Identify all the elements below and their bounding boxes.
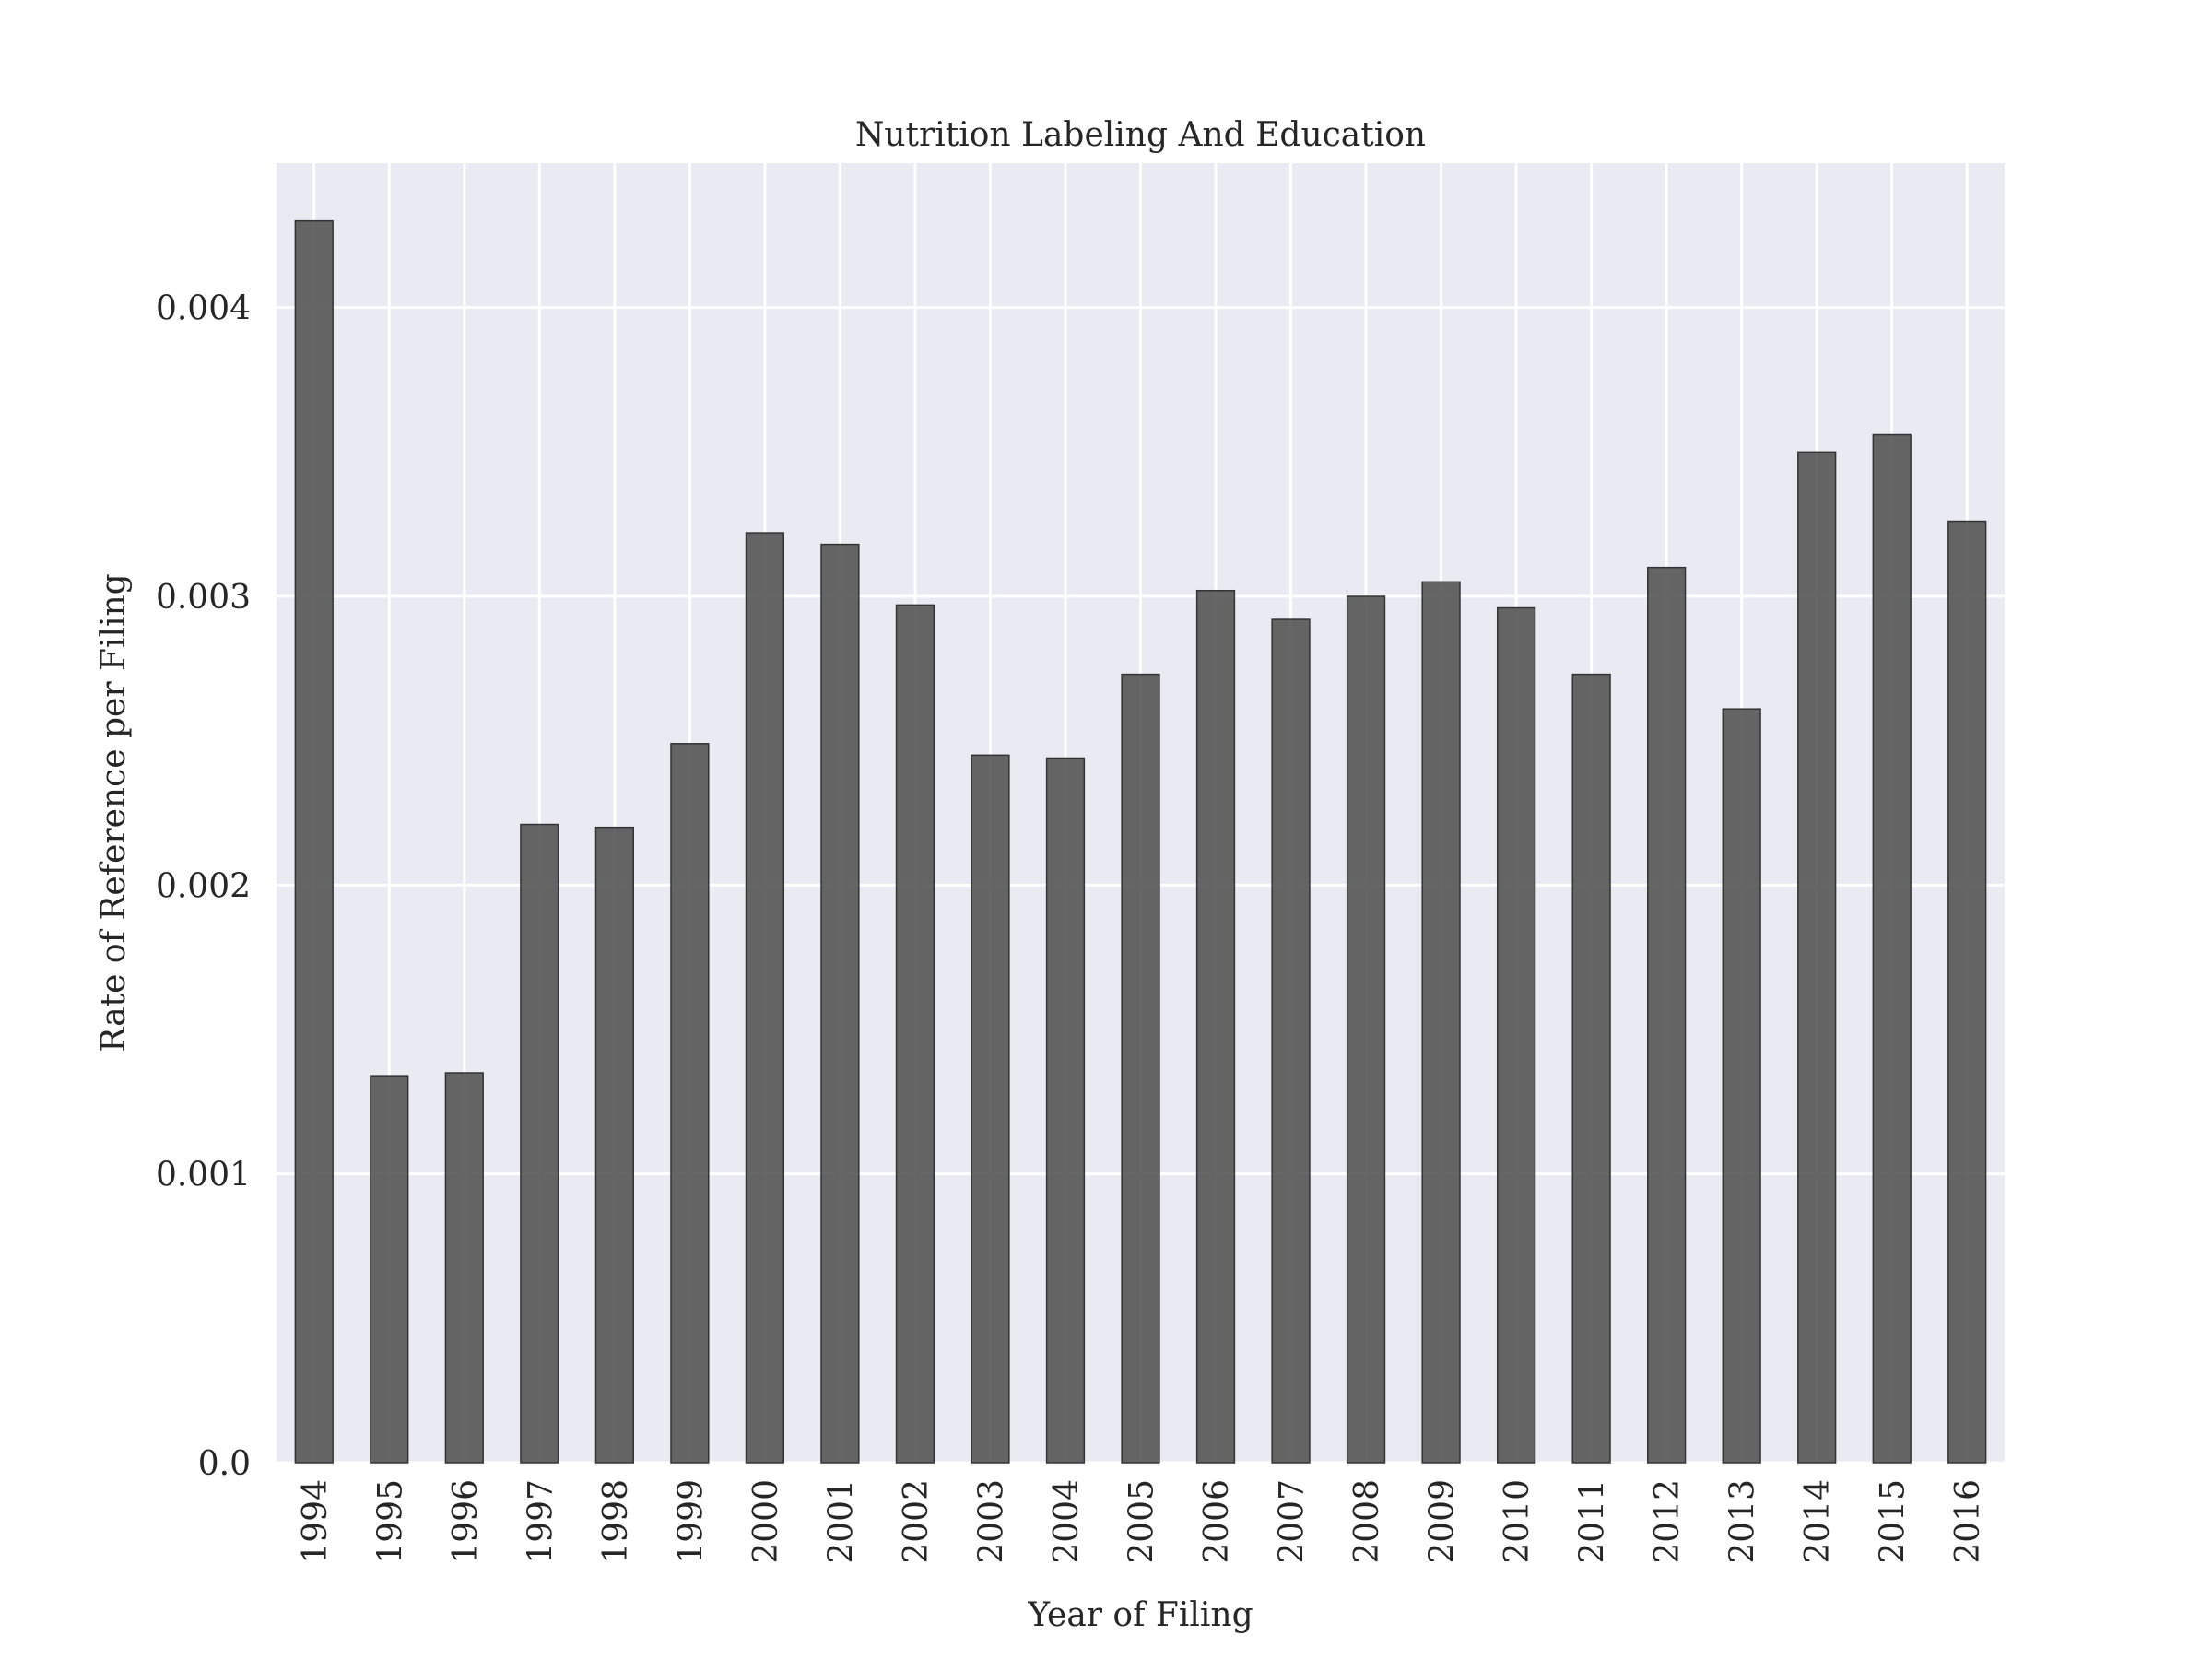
y-tick-label: 0.004 bbox=[156, 290, 251, 328]
x-tick-label: 1997 bbox=[522, 1479, 559, 1564]
x-tick-label: 2012 bbox=[1649, 1479, 1687, 1564]
x-tick-label: 2005 bbox=[1124, 1479, 1161, 1564]
bar-2014 bbox=[1797, 451, 1837, 1464]
x-tick-label: 2015 bbox=[1875, 1479, 1912, 1564]
chart-title: Nutrition Labeling And Education bbox=[855, 116, 1426, 154]
bar-2002 bbox=[895, 604, 935, 1464]
bar-1996 bbox=[444, 1072, 484, 1464]
bar-2012 bbox=[1647, 566, 1687, 1464]
x-tick-label: 2003 bbox=[972, 1479, 1010, 1564]
x-tick-label: 2009 bbox=[1424, 1479, 1462, 1564]
bar-1999 bbox=[670, 743, 710, 1464]
bar-2000 bbox=[745, 532, 785, 1464]
bar-2015 bbox=[1872, 433, 1912, 1464]
bar-2010 bbox=[1496, 606, 1536, 1464]
x-tick-label: 2016 bbox=[1949, 1479, 1987, 1564]
bar-1995 bbox=[370, 1075, 409, 1464]
bar-2016 bbox=[1947, 520, 1987, 1464]
y-tick-label: 0.002 bbox=[156, 867, 251, 905]
x-tick-label: 2002 bbox=[898, 1479, 935, 1564]
bar-2001 bbox=[820, 543, 860, 1464]
x-tick-label: 2013 bbox=[1724, 1479, 1762, 1564]
y-tick-label: 0.0 bbox=[198, 1445, 251, 1483]
bars bbox=[294, 219, 1987, 1464]
bar-2011 bbox=[1571, 673, 1611, 1464]
bar-1994 bbox=[294, 219, 334, 1464]
x-tick-label: 2006 bbox=[1198, 1479, 1236, 1564]
x-tick-label: 1996 bbox=[447, 1479, 485, 1564]
x-axis-ticks: 1994 1995 1996 1997 1998 1999 2000 2001 2002 2003… bbox=[297, 1479, 1987, 1564]
x-tick-label: 2001 bbox=[822, 1479, 860, 1564]
x-tick-label: 2000 bbox=[747, 1479, 785, 1564]
y-axis-title: Rate of Reference per Filing bbox=[95, 573, 133, 1052]
x-tick-label: 2004 bbox=[1048, 1479, 1086, 1564]
bar-1997 bbox=[520, 823, 559, 1464]
bar-2013 bbox=[1722, 708, 1761, 1464]
y-tick-label: 0.003 bbox=[156, 579, 251, 617]
x-tick-label: 1999 bbox=[672, 1479, 710, 1564]
y-axis-ticks: 0.0 0.001 0.002 0.003 0.004 bbox=[156, 290, 251, 1483]
bar-2003 bbox=[971, 754, 1010, 1464]
bar-1998 bbox=[594, 826, 634, 1464]
x-tick-label: 2007 bbox=[1274, 1479, 1312, 1564]
x-tick-label: 2014 bbox=[1799, 1479, 1837, 1564]
x-tick-label: 1998 bbox=[597, 1479, 635, 1564]
x-axis-title: Year of Filing bbox=[1027, 1596, 1253, 1634]
bar-2007 bbox=[1271, 618, 1311, 1464]
y-tick-label: 0.001 bbox=[156, 1157, 251, 1194]
x-tick-label: 1994 bbox=[297, 1479, 335, 1564]
x-tick-label: 2008 bbox=[1348, 1479, 1386, 1564]
bar-2005 bbox=[1121, 673, 1160, 1464]
bar-2009 bbox=[1421, 581, 1461, 1464]
bar-2006 bbox=[1195, 589, 1236, 1464]
x-tick-label: 2010 bbox=[1499, 1479, 1536, 1564]
x-tick-label: 2011 bbox=[1574, 1479, 1612, 1564]
bar-2008 bbox=[1346, 595, 1386, 1464]
bar-2004 bbox=[1045, 757, 1086, 1464]
x-tick-label: 1995 bbox=[371, 1479, 409, 1564]
